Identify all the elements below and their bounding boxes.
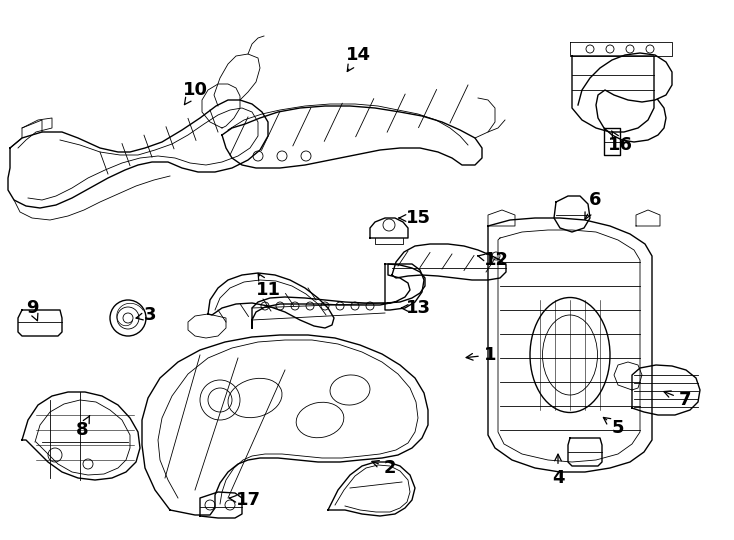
Text: 7: 7 <box>664 391 691 409</box>
Text: 14: 14 <box>346 46 371 71</box>
Text: 4: 4 <box>552 454 564 487</box>
Text: 15: 15 <box>399 209 431 227</box>
Text: 10: 10 <box>183 81 208 105</box>
Text: 8: 8 <box>76 416 90 439</box>
Text: 13: 13 <box>401 299 431 317</box>
Text: 2: 2 <box>372 459 396 477</box>
Text: 11: 11 <box>255 274 280 299</box>
Text: 17: 17 <box>229 491 261 509</box>
Text: 1: 1 <box>466 346 496 364</box>
Text: 9: 9 <box>26 299 38 321</box>
Text: 5: 5 <box>603 417 624 437</box>
Text: 3: 3 <box>136 306 156 324</box>
Text: 12: 12 <box>478 251 509 269</box>
Text: 16: 16 <box>608 131 633 154</box>
Text: 6: 6 <box>585 191 601 219</box>
